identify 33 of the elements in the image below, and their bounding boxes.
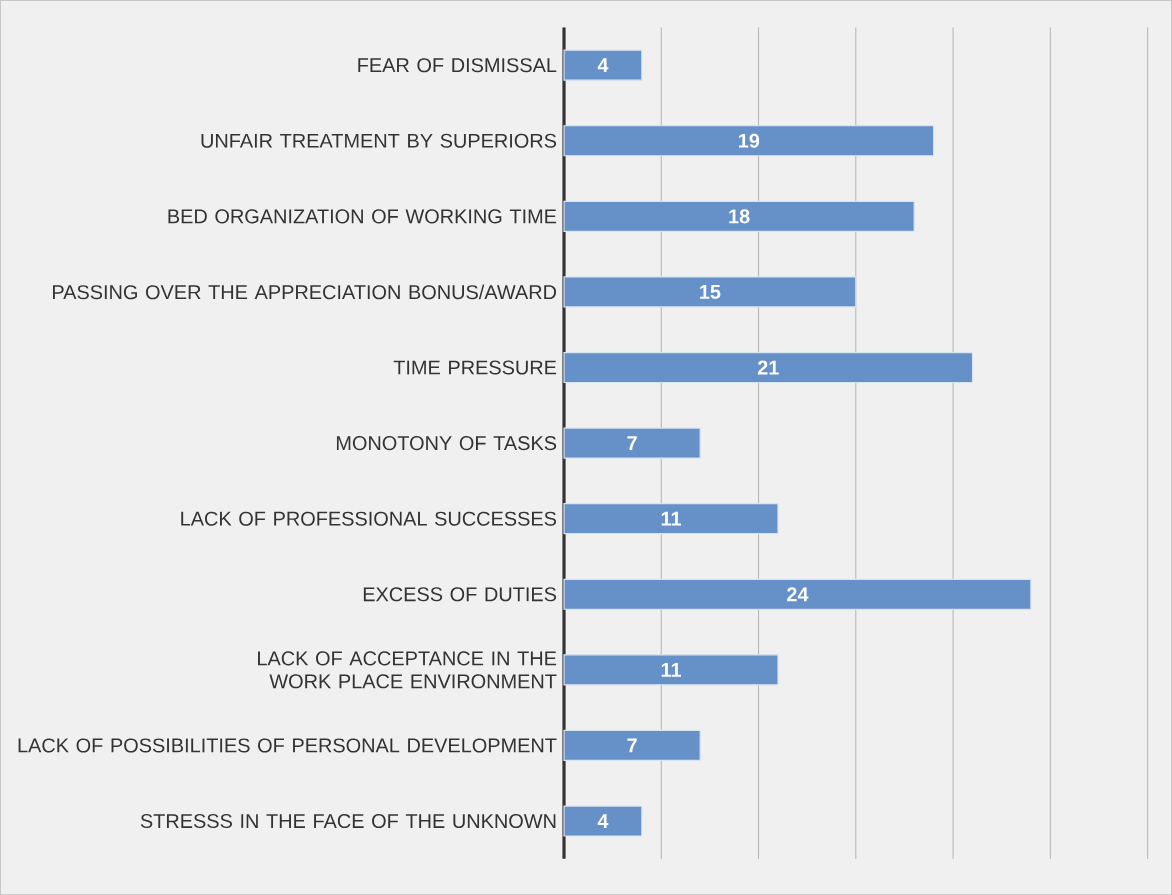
y-tick-label: BED ORGANIZATION OF WORKING TIME	[168, 209, 557, 224]
bar	[563, 654, 779, 686]
bar	[563, 200, 915, 232]
bar	[563, 351, 974, 384]
data-label: 15	[700, 284, 721, 299]
bar	[563, 125, 935, 157]
data-label: 18	[729, 209, 750, 224]
data-label: 7	[627, 738, 637, 753]
y-tick-label: FEAR OF DISMISSAL	[358, 58, 557, 73]
data-label: 4	[597, 814, 609, 828]
y-tick-label: MONOTONY OF TASKS	[336, 435, 557, 451]
data-label: 11	[661, 511, 681, 526]
y-tick-label: LACK OF POSSIBILITIES OF PERSONAL DEVELOPMENT	[18, 738, 557, 753]
bar	[563, 805, 643, 837]
data-label: 21	[757, 360, 779, 375]
data-label: 11	[661, 662, 681, 677]
data-label: 19	[739, 133, 760, 148]
bar	[563, 578, 1032, 610]
data-label: 24	[787, 587, 809, 602]
data-label: 4	[597, 58, 609, 72]
y-tick-label: TIME PRESSURE	[393, 360, 557, 375]
bar	[563, 427, 701, 459]
y-tick-label: PASSING OVER THE APPRECIATION BONUS/AWARD	[52, 284, 557, 300]
data-label: 7	[627, 436, 637, 450]
bar	[563, 276, 857, 308]
bar	[563, 729, 701, 761]
bar	[563, 49, 643, 81]
y-tick-label: EXCESS OF DUTIES	[363, 587, 557, 602]
bar	[563, 503, 779, 535]
y-tick-label: LACK OF ACCEPTANCE IN THE WORK PLACE ENVIRONMENT	[258, 651, 557, 689]
y-tick-label: UNFAIR TREATMENT BY SUPERIORS	[201, 133, 557, 148]
y-tick-label: STRESSS IN THE FACE OF THE UNKNOWN	[140, 813, 556, 828]
y-tick-label: LACK OF PROFESSIONAL SUCCESSES	[181, 511, 557, 526]
